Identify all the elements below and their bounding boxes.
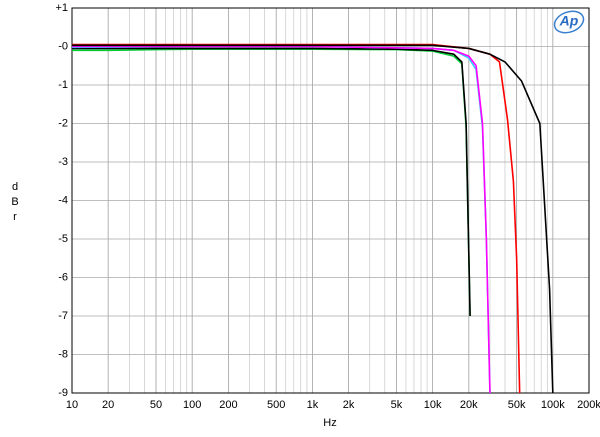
x-tick-label: 5k (391, 399, 403, 411)
series-line (72, 48, 471, 317)
y-tick-label: -4 (58, 194, 68, 206)
y-tick-label: -7 (58, 310, 68, 322)
x-tick-label: 10k (424, 399, 442, 411)
y-tick-label: -3 (58, 156, 68, 168)
y-tick-label: -2 (58, 117, 68, 129)
x-tick-label: 200 (219, 399, 237, 411)
x-tick-label: 20 (102, 399, 114, 411)
series-line (72, 45, 491, 394)
logo: Ap (553, 10, 585, 34)
x-tick-label: 50 (150, 399, 162, 411)
y-axis-label: dBr (11, 181, 19, 223)
x-tick-label: 1k (307, 399, 319, 411)
logo-ring (553, 10, 585, 34)
plot-frame (71, 7, 590, 394)
y-tick-label: -1 (58, 79, 68, 91)
x-tick-label: 2k (343, 399, 355, 411)
x-tick-label: 20k (460, 399, 478, 411)
y-tick-label: +1 (55, 2, 68, 14)
y-tick-label: -5 (58, 233, 68, 245)
x-tick-label: 100 (183, 399, 201, 411)
y-tick-label: -0 (58, 40, 68, 52)
x-tick-label: 10 (66, 399, 78, 411)
x-tick-label: 50k (508, 399, 526, 411)
x-tick-label: 500 (267, 399, 285, 411)
series-line (72, 44, 554, 394)
x-tick-label: 200k (577, 399, 600, 411)
y-tick-label: -8 (58, 348, 68, 360)
logo-text: Ap (559, 13, 579, 29)
series-line (72, 43, 521, 394)
series-line (72, 47, 471, 317)
x-tick-label: 100k (541, 399, 565, 411)
y-tick-label: -9 (58, 387, 68, 399)
y-tick-label: -6 (58, 271, 68, 283)
x-axis-label: Hz (323, 417, 336, 429)
